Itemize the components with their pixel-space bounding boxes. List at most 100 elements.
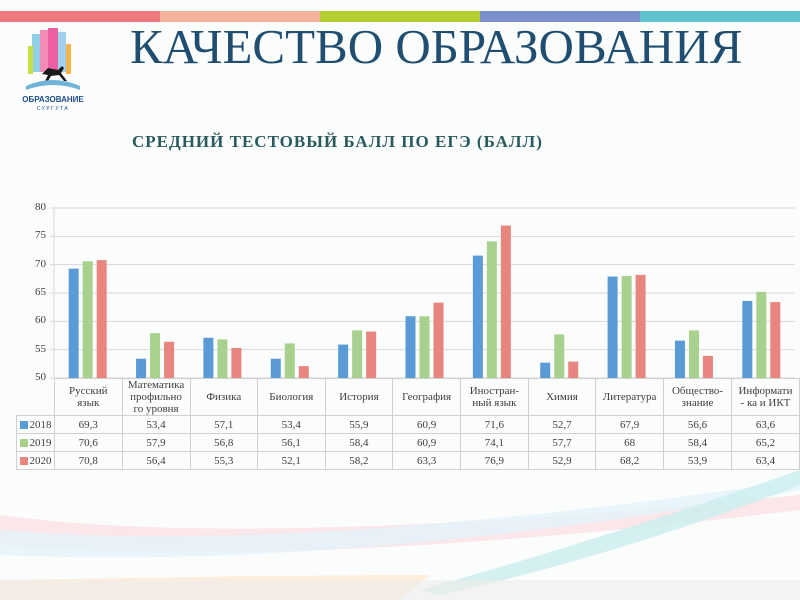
bar-2019 [419,316,430,378]
legend-swatch-icon [19,438,28,447]
chart-title: СРЕДНИЙ ТЕСТОВЫЙ БАЛЛ ПО ЕГЭ (БАЛЛ) [132,132,543,151]
bar-2020 [702,355,713,378]
table-cell: 52,7 [527,415,597,434]
category-label: История [324,378,394,416]
bar-2019 [284,343,295,378]
bar-2019 [756,291,767,378]
bar-2020 [770,302,781,378]
bar-2020 [568,361,579,378]
category-label: Химия [527,378,597,416]
bar-2018 [742,300,753,378]
bar-2018 [203,337,214,378]
table-cell: 57,1 [189,415,258,434]
top-color-bar [0,11,800,22]
bar-2020 [635,274,646,378]
bar-2019 [352,330,363,378]
table-cell: 58,2 [324,451,394,470]
svg-text:ОБРАЗОВАНИЕ: ОБРАЗОВАНИЕ [22,95,84,104]
table-cell: 74,1 [459,433,529,452]
table-cell: 76,9 [459,451,529,470]
legend-entry: 2020 [15,451,56,470]
table-cell: 52,1 [256,451,326,470]
table-cell: 57,7 [527,433,597,452]
table-cell: 56,6 [663,415,732,434]
bar-2020 [164,341,175,378]
bar-2020 [96,260,107,378]
y-axis-tick-label: 75 [35,229,46,242]
category-label: Биология [256,378,326,416]
table-cell: 56,8 [189,433,258,452]
table-cell: 60,9 [392,415,461,434]
bar-2018 [136,358,147,378]
table-cell: 56,1 [256,433,326,452]
table-cell: 53,9 [663,451,732,470]
table-cell: 53,4 [256,415,326,434]
bar-2020 [500,225,511,378]
table-cell: 58,4 [663,433,732,452]
table-cell: 55,3 [189,451,258,470]
top-bar-segment [160,11,320,22]
legend-entry: 2019 [15,433,56,452]
bar-2019 [82,261,93,378]
y-axis-tick-label: 80 [35,201,46,213]
decorative-wave [0,470,800,600]
page-title: КАЧЕСТВО ОБРАЗОВАНИЯ [130,19,743,74]
table-row: 2020 70,8 56,4 55,3 52,1 58,2 63,3 76,9 52,9 68,2… [15,451,800,470]
bar-chart: 50 55 60 65 70 75 80 Русский язык Математика проф… [0,190,800,480]
bar-2018 [270,358,281,378]
bar-2018 [338,344,349,378]
table-cell: 65,2 [730,433,800,452]
bar-2019 [688,330,699,378]
top-bar-segment [480,11,640,22]
table-cell: 52,9 [527,451,597,470]
bar-2018 [540,362,551,378]
table-cell: 67,9 [595,415,665,434]
top-bar-segment [640,11,800,22]
bar-2019 [554,334,565,378]
bar-2019 [150,333,161,378]
table-cell: 68,2 [595,451,665,470]
bar-2020 [231,347,242,378]
chart-data-table: Русский язык Математика профильно го уровня Ф… [15,378,800,470]
bar-2018 [472,255,483,378]
legend-swatch-icon [19,420,28,429]
table-cell: 56,4 [121,451,191,470]
bar-2020 [366,331,377,378]
legend-swatch-icon [19,456,28,465]
top-bar-segment [320,11,480,22]
category-label: Общество-знание [663,378,732,416]
bar-2019 [621,276,632,378]
category-label: Математика профильно го уровня [121,378,191,416]
legend-entry: 2018 [15,415,56,434]
table-cell: 69,3 [54,415,123,434]
bar-2018 [674,340,685,378]
table-cell: 68 [595,433,665,452]
category-label: Физика [189,378,258,416]
svg-text:СУРГУТА: СУРГУТА [37,106,70,112]
category-label: Литература [595,378,665,416]
y-axis-tick-label: 55 [35,342,46,355]
table-row: 2019 70,6 57,9 56,8 56,1 58,4 60,9 74,1 57,7 68 58… [15,433,800,452]
table-row: 2018 69,3 53,4 57,1 53,4 55,9 60,9 71,6 52,7 67,9… [15,415,800,434]
category-label: Русский язык [54,378,123,416]
bar-2018 [607,276,618,378]
bar-2019 [217,339,228,378]
table-cell: 57,9 [121,433,191,452]
table-cell: 70,6 [54,433,123,452]
category-label: География [392,378,461,416]
y-axis-tick-label: 65 [35,286,46,298]
table-cell: 53,4 [121,415,191,434]
y-axis-tick-label: 50 [35,371,46,383]
category-label: Иностран-ный язык [459,378,529,416]
table-cell: 60,9 [392,433,461,452]
table-cell: 71,6 [459,415,529,434]
table-cell: 63,3 [392,451,461,470]
bar-2020 [433,302,444,378]
chart-plot-area [50,207,795,379]
table-cell: 63,4 [730,451,800,470]
table-cell: 58,4 [324,433,394,452]
category-label: Информати - ка и ИКТ [730,378,800,416]
y-axis-tick-label: 70 [35,257,46,270]
table-cell: 55,9 [324,415,394,434]
y-axis-tick-label: 60 [35,314,46,327]
